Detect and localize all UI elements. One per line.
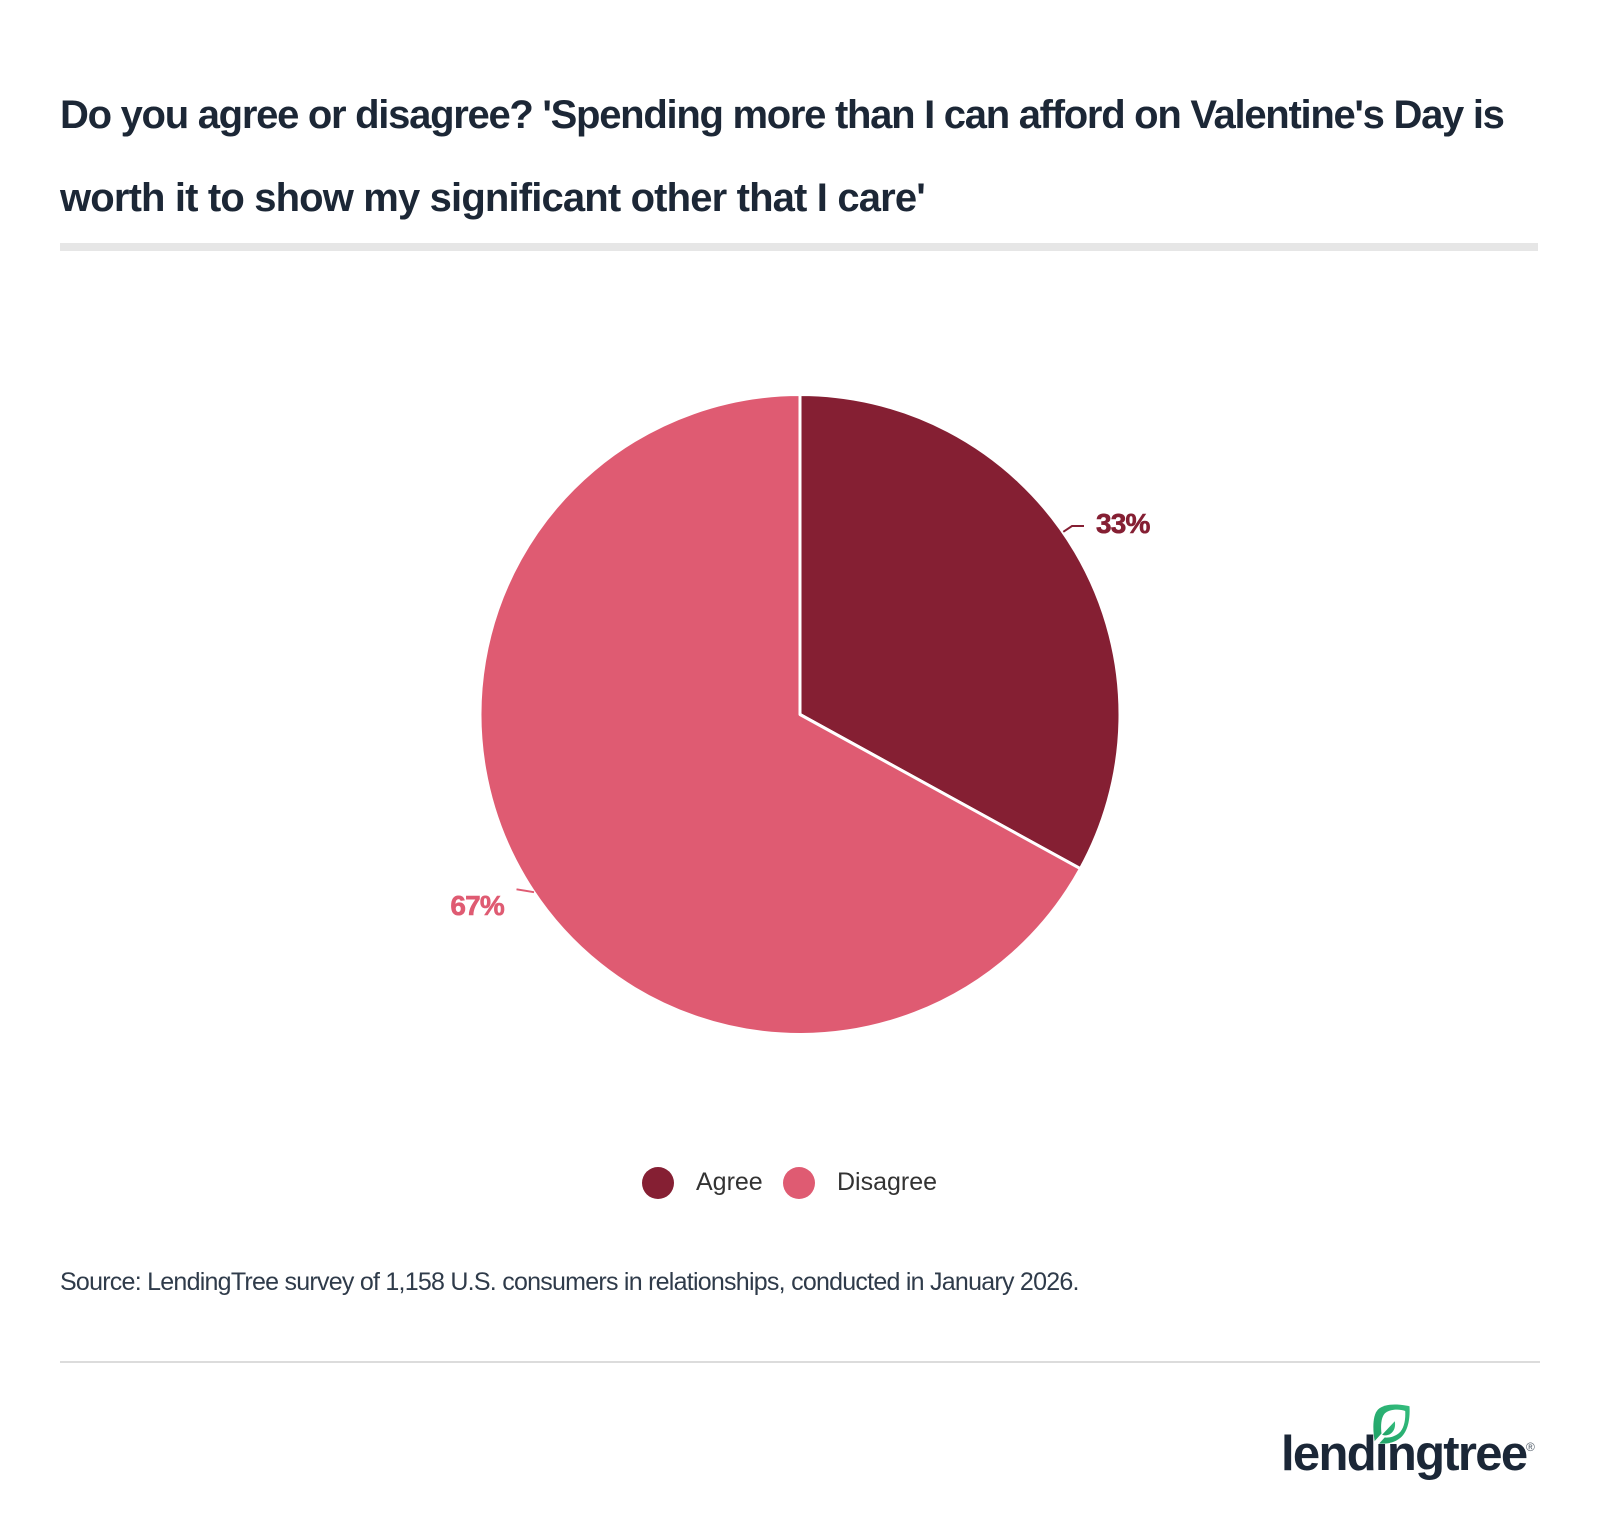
svg-text:®: ® — [1526, 1440, 1535, 1454]
svg-text:lendıngtree: lendıngtree — [1281, 1427, 1527, 1481]
